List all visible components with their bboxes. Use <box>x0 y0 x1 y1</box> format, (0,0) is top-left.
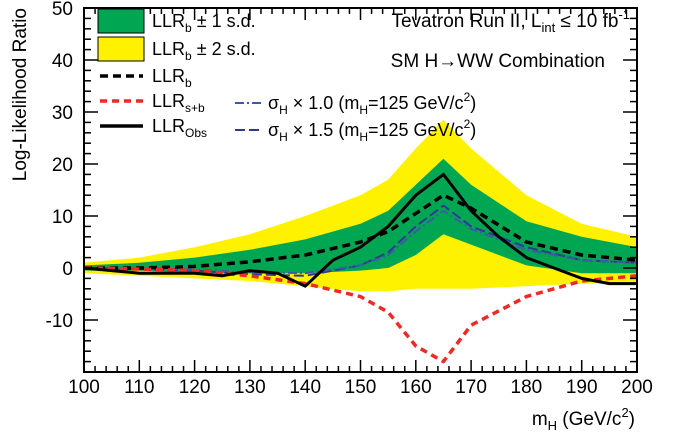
line-sigma-1-5 <box>84 204 637 277</box>
line-llr-sb <box>84 266 637 364</box>
legend-label-llrsb: LLRs+b <box>152 91 205 115</box>
y-tick-label: 40 <box>52 51 73 72</box>
band-1sd <box>84 158 637 274</box>
x-tick-label: 150 <box>345 377 377 398</box>
annotation-run: Tevatron Run II, Lint ≤ 10 fb-1 <box>391 7 630 35</box>
y-axis-label: Log-Likelihood Ratio <box>10 8 31 181</box>
annotation-combination: SM H→WW Combination <box>391 51 605 72</box>
y-tick-label: 30 <box>52 103 73 124</box>
legend-swatch-band2 <box>97 36 145 62</box>
x-tick-label: 120 <box>179 377 211 398</box>
legend-label-sig10: σH × 1.0 (mH=125 GeV/c2) <box>268 90 476 117</box>
x-axis-label: mH (GeV/c2) <box>532 405 635 433</box>
legend-swatch-band1 <box>97 8 145 34</box>
x-tick-label: 110 <box>124 377 154 398</box>
x-tick-label: 130 <box>234 377 266 398</box>
line-llr-b <box>84 193 637 270</box>
legend-label-sig15: σH × 1.5 (mH=125 GeV/c2) <box>268 117 476 144</box>
x-tick-label: 170 <box>455 377 487 398</box>
y-tick-label: -10 <box>46 311 73 332</box>
legend-label-band2: LLRb ± 2 s.d. <box>152 39 256 63</box>
x-tick-label: 140 <box>289 377 321 398</box>
legend-label-llrb: LLRb <box>152 66 192 90</box>
y-tick-label: 50 <box>52 0 73 20</box>
legend-label-llrobs: LLRObs <box>152 116 207 140</box>
x-tick-label: 180 <box>511 377 543 398</box>
y-tick-label: 0 <box>62 259 73 280</box>
x-tick-label: 160 <box>400 377 432 398</box>
x-tick-label: 100 <box>68 377 100 398</box>
x-tick-label: 200 <box>621 377 653 398</box>
line-llr-obs <box>84 172 637 288</box>
y-tick-label: 10 <box>52 207 73 228</box>
y-tick-label: 20 <box>52 155 73 176</box>
legend-label-band1: LLRb ± 1 s.d. <box>152 11 256 35</box>
x-tick-label: 190 <box>566 377 598 398</box>
